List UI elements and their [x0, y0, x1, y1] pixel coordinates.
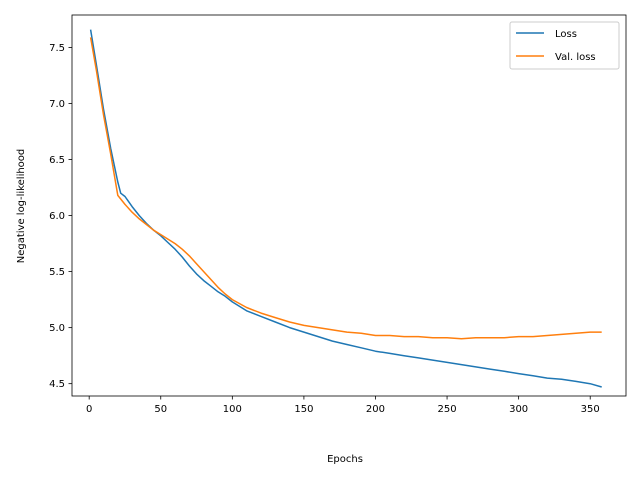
y-tick-label: 7.0: [49, 99, 65, 110]
x-tick-label: 100: [223, 404, 242, 415]
x-tick-label: 300: [509, 404, 528, 415]
y-tick-label: 6.0: [49, 211, 65, 222]
y-tick-label: 6.5: [49, 155, 65, 166]
plot-area: [72, 15, 626, 396]
x-axis-ticks: 0 50 100 150 200 250 300 350: [86, 396, 600, 415]
plot-frame: [71, 14, 627, 397]
legend-label-loss: Loss: [555, 29, 577, 40]
series-line-val-loss: [89, 37, 602, 340]
y-tick-label: 5.0: [49, 323, 65, 334]
x-tick-label: 0: [86, 404, 92, 415]
x-axis-label: Epochs: [327, 454, 363, 465]
x-tick-label: 350: [581, 404, 600, 415]
legend-label-val-loss: Val. loss: [555, 52, 596, 63]
y-tick-label: 5.5: [49, 267, 65, 278]
x-tick-label: 50: [154, 404, 167, 415]
y-tick-label: 4.5: [49, 379, 65, 390]
x-tick-label: 250: [438, 404, 457, 415]
series-line-loss: [89, 29, 602, 388]
y-axis-label: Negative log-likelihood: [16, 149, 27, 264]
series-layer: [89, 29, 602, 388]
x-tick-label: 150: [294, 404, 313, 415]
x-tick-label: 200: [366, 404, 385, 415]
legend: Loss Val. loss: [509, 21, 620, 70]
y-tick-label: 7.5: [49, 43, 65, 54]
y-axis-ticks: 4.5 5.0 5.5 6.0 6.5 7.0 7.5: [49, 43, 72, 390]
